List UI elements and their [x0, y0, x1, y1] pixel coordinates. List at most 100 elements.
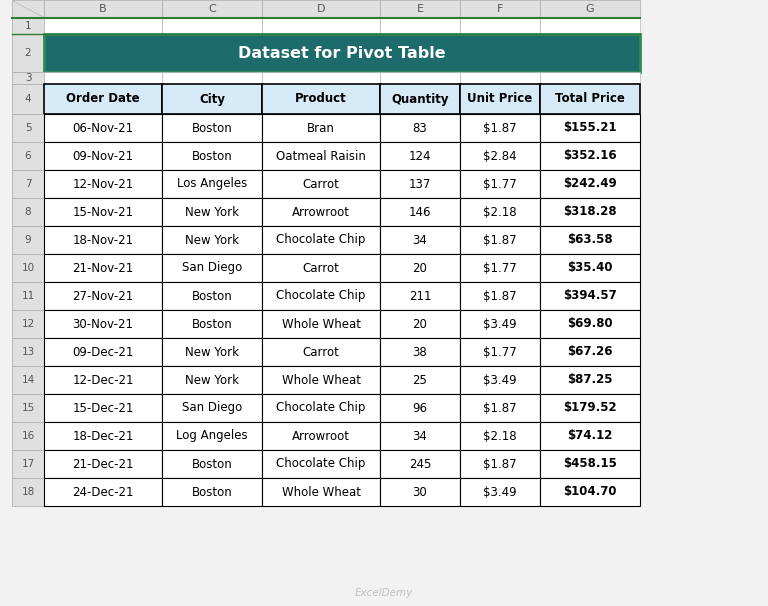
Text: 10: 10: [22, 263, 35, 273]
Bar: [12, 114, 44, 142]
Bar: [44, 72, 162, 84]
Bar: [460, 338, 540, 366]
Text: $318.28: $318.28: [563, 205, 617, 219]
Bar: [460, 72, 540, 84]
Text: $69.80: $69.80: [568, 318, 613, 330]
Bar: [44, 198, 162, 226]
Text: 34: 34: [412, 430, 428, 442]
Bar: [162, 226, 262, 254]
Text: 15-Dec-21: 15-Dec-21: [72, 402, 134, 415]
Bar: [460, 422, 540, 450]
Bar: [540, 338, 640, 366]
Bar: [380, 478, 460, 506]
Text: ExcelDemy: ExcelDemy: [355, 588, 413, 598]
Text: 12-Nov-21: 12-Nov-21: [72, 178, 134, 190]
Text: 124: 124: [409, 150, 432, 162]
Text: 5: 5: [25, 123, 31, 133]
Bar: [12, 18, 44, 34]
Bar: [44, 366, 162, 394]
Bar: [262, 254, 380, 282]
Text: Carrot: Carrot: [303, 178, 339, 190]
Text: Boston: Boston: [192, 485, 233, 499]
Text: Quantity: Quantity: [391, 93, 449, 105]
Text: 25: 25: [412, 373, 428, 387]
Text: G: G: [586, 4, 594, 14]
Text: $352.16: $352.16: [563, 150, 617, 162]
Text: 12-Dec-21: 12-Dec-21: [72, 373, 134, 387]
Text: 3: 3: [25, 73, 31, 83]
Text: 09-Dec-21: 09-Dec-21: [72, 345, 134, 359]
Text: 24-Dec-21: 24-Dec-21: [72, 485, 134, 499]
Bar: [12, 338, 44, 366]
Text: $394.57: $394.57: [563, 290, 617, 302]
Text: 27-Nov-21: 27-Nov-21: [72, 290, 134, 302]
Text: New York: New York: [185, 345, 239, 359]
Text: San Diego: San Diego: [182, 262, 242, 275]
Bar: [162, 72, 262, 84]
Bar: [540, 18, 640, 34]
Bar: [380, 170, 460, 198]
Bar: [540, 142, 640, 170]
Text: 14: 14: [22, 375, 35, 385]
Bar: [44, 114, 162, 142]
Bar: [44, 310, 162, 338]
Text: $1.87: $1.87: [483, 458, 517, 470]
Bar: [380, 310, 460, 338]
Bar: [540, 478, 640, 506]
Text: 30-Nov-21: 30-Nov-21: [72, 318, 134, 330]
Bar: [262, 72, 380, 84]
Bar: [540, 198, 640, 226]
Text: E: E: [416, 4, 423, 14]
Bar: [460, 0, 540, 18]
Text: $458.15: $458.15: [563, 458, 617, 470]
Bar: [12, 226, 44, 254]
Bar: [460, 254, 540, 282]
Bar: [44, 478, 162, 506]
Bar: [460, 170, 540, 198]
Bar: [380, 72, 460, 84]
Text: 17: 17: [22, 459, 35, 469]
Text: Log Angeles: Log Angeles: [176, 430, 248, 442]
Bar: [162, 394, 262, 422]
Text: San Diego: San Diego: [182, 402, 242, 415]
Text: C: C: [208, 4, 216, 14]
Bar: [540, 254, 640, 282]
Bar: [540, 422, 640, 450]
Text: $3.49: $3.49: [483, 485, 517, 499]
Bar: [380, 422, 460, 450]
Bar: [540, 310, 640, 338]
Bar: [12, 450, 44, 478]
Text: Boston: Boston: [192, 290, 233, 302]
Text: Boston: Boston: [192, 150, 233, 162]
Bar: [540, 0, 640, 18]
Text: $35.40: $35.40: [568, 262, 613, 275]
Text: 30: 30: [412, 485, 427, 499]
Text: 06-Nov-21: 06-Nov-21: [72, 121, 134, 135]
Text: City: City: [199, 93, 225, 105]
Text: 18-Dec-21: 18-Dec-21: [72, 430, 134, 442]
Text: 11: 11: [22, 291, 35, 301]
Text: 15-Nov-21: 15-Nov-21: [72, 205, 134, 219]
Text: $1.77: $1.77: [483, 262, 517, 275]
Text: $2.84: $2.84: [483, 150, 517, 162]
Text: Chocolate Chip: Chocolate Chip: [276, 233, 366, 247]
Text: Whole Wheat: Whole Wheat: [282, 318, 360, 330]
Bar: [262, 114, 380, 142]
Bar: [12, 84, 44, 114]
Text: 16: 16: [22, 431, 35, 441]
Bar: [540, 114, 640, 142]
Text: 1: 1: [25, 21, 31, 31]
Text: New York: New York: [185, 205, 239, 219]
Bar: [44, 394, 162, 422]
Text: B: B: [99, 4, 107, 14]
Bar: [162, 450, 262, 478]
Bar: [262, 282, 380, 310]
Bar: [540, 282, 640, 310]
Bar: [460, 310, 540, 338]
Bar: [12, 366, 44, 394]
Text: 34: 34: [412, 233, 428, 247]
Text: Carrot: Carrot: [303, 345, 339, 359]
Text: Carrot: Carrot: [303, 262, 339, 275]
Bar: [162, 338, 262, 366]
Text: Oatmeal Raisin: Oatmeal Raisin: [276, 150, 366, 162]
